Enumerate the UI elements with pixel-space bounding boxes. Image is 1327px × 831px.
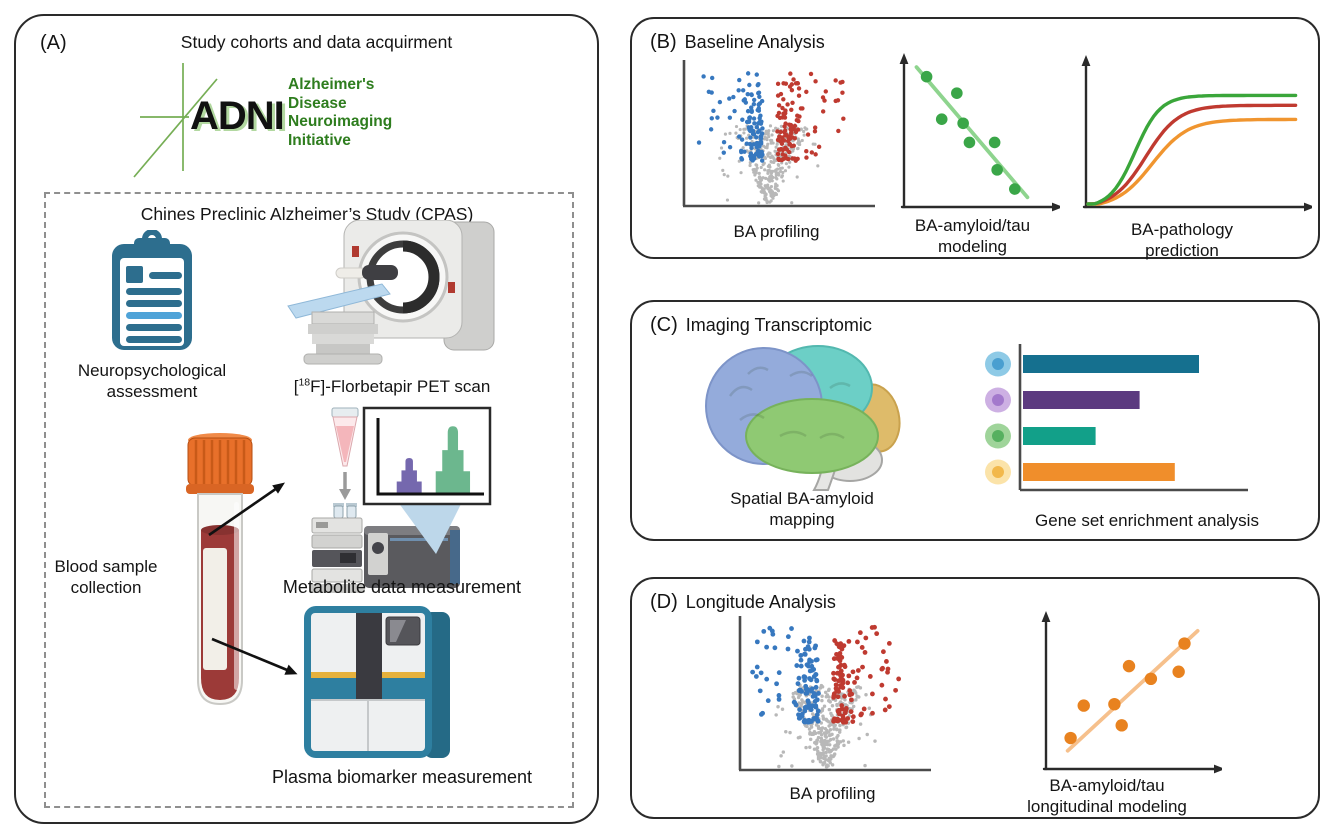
caption-amyloid-tau-modeling: BA-amyloid/tau modeling	[914, 216, 1031, 257]
metabolite-label: Metabolite data measurement	[282, 577, 522, 597]
volcano-plot-baseline	[682, 60, 875, 208]
panel-a-study-cohorts: (A) Study cohorts and data acquirment AD…	[14, 14, 599, 824]
panel-b-title: Baseline Analysis	[684, 32, 825, 52]
neuro-assessment-label: Neuropsychological assessment	[77, 361, 227, 402]
panel-a-tag: (A)	[40, 32, 67, 54]
caption-ba-pathology-prediction: BA-pathology prediction	[1130, 220, 1234, 261]
plasma-analyzer-icon	[304, 606, 450, 758]
panel-c-tag: (C)	[650, 314, 678, 336]
pathology-prediction-plot	[1081, 55, 1312, 212]
chromatogram-inset	[362, 406, 492, 554]
volcano-plot-longitudinal	[738, 616, 931, 772]
panel-d-title: Longitude Analysis	[685, 592, 836, 612]
amyloid-tau-modeling-plot	[899, 53, 1060, 212]
arrow-to-metabolite-icon	[208, 482, 285, 537]
pet-scanner-icon	[287, 220, 495, 365]
blood-tube-icon	[186, 433, 254, 706]
clipboard-icon	[112, 230, 192, 350]
panel-d-tag: (D)	[650, 591, 678, 613]
arrow-to-plasma-icon	[211, 637, 298, 675]
caption-spatial-mapping: Gene set enrichment analysis Spatial BA-…	[682, 488, 922, 530]
gsea-bar-chart	[985, 344, 1248, 492]
caption-longitudinal-modeling: BA-amyloid/tau longitudinal modeling	[1027, 776, 1187, 817]
caption-ba-profiling-d: BA profiling	[789, 784, 876, 803]
panel-c-header: (C) Imaging Transcriptomic	[650, 314, 872, 337]
caption-ba-profiling-b: BA profiling	[733, 222, 820, 241]
panel-d-longitude-analysis: (D) Longitude Analysis BA profiling BA-a…	[630, 577, 1320, 819]
blood-sample-label: Blood sample collection	[54, 557, 158, 598]
panel-c-imaging-transcriptomic: (C) Imaging Transcriptomic Gene set enri…	[630, 300, 1320, 541]
panel-b-tag: (B)	[650, 31, 677, 53]
adni-crosshair-icon	[133, 63, 218, 178]
panel-c-title: Imaging Transcriptomic	[685, 315, 872, 335]
panel-a-title: Study cohorts and data acquirment	[180, 32, 453, 52]
panel-b-header: (B) Baseline Analysis	[650, 31, 825, 54]
adni-subtitle: Alzheimer's Disease Neuroimaging Initiat…	[288, 76, 393, 149]
panel-d-header: (D) Longitude Analysis	[650, 591, 836, 614]
brain-lobes-icon	[705, 345, 901, 491]
longitudinal-modeling-plot	[1041, 611, 1222, 774]
pet-scan-label: [18F]-Florbetapir PET scan	[293, 376, 491, 396]
cpas-dashed-box	[44, 192, 574, 808]
cpas-title: Chines Preclinic Alzheimer’s Study (CPAS…	[140, 204, 474, 224]
plasma-label: Plasma biomarker measurement	[271, 767, 533, 787]
caption-gsea: Gene set enrichment analysis	[1035, 511, 1259, 530]
adni-wordmark: ADNI	[190, 94, 285, 138]
spatial-mapping-line-1: Spatial BA-amyloid	[730, 489, 874, 508]
spatial-mapping-line-2: mapping	[769, 510, 835, 530]
panel-b-baseline-analysis: (B) Baseline Analysis BA profiling BA-am…	[630, 17, 1320, 261]
